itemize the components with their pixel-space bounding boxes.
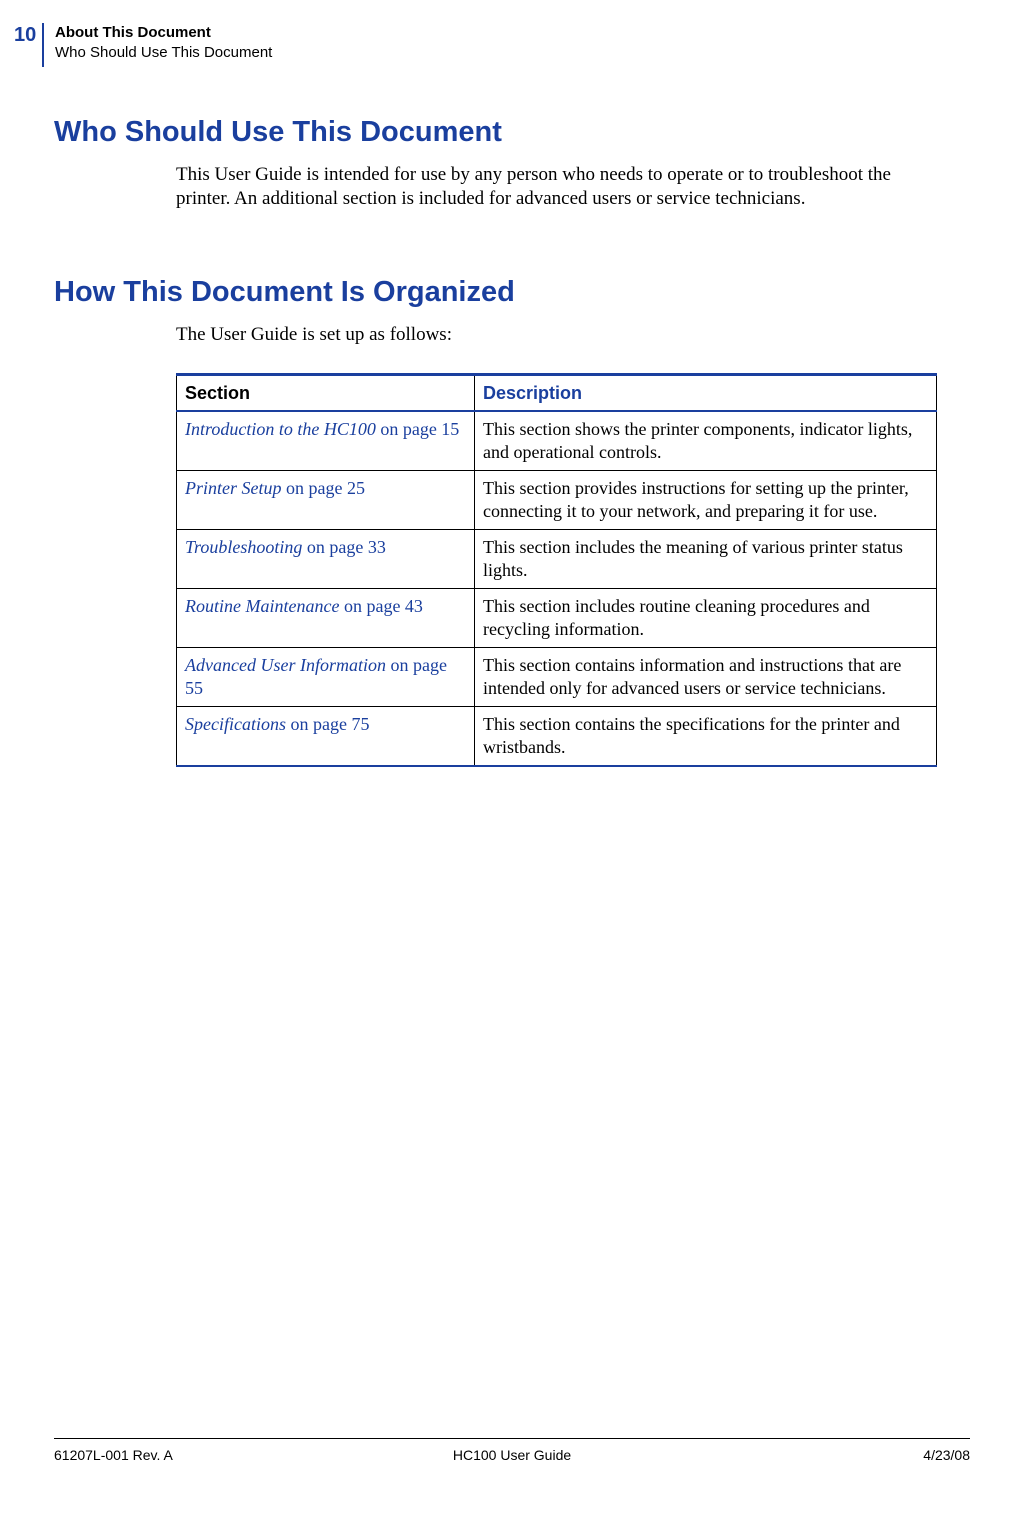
table-header-row: Section Description	[177, 374, 937, 411]
xref-link[interactable]: Advanced User Information on page 55	[185, 655, 447, 698]
page: 10 About This Document Who Should Use Th…	[0, 0, 1024, 1513]
xref-title: Introduction to the HC100	[185, 419, 376, 439]
table-row: Routine Maintenance on page 43 This sect…	[177, 589, 937, 648]
xref-link[interactable]: Printer Setup on page 25	[185, 478, 365, 498]
table-cell-description: This section provides instructions for s…	[475, 471, 937, 530]
xref-title: Printer Setup	[185, 478, 282, 498]
xref-page: on page 15	[376, 419, 459, 439]
footer-center: HC100 User Guide	[54, 1447, 970, 1463]
organization-table: Section Description Introduction to the …	[176, 373, 937, 768]
page-footer: 61207L-001 Rev. A HC100 User Guide 4/23/…	[54, 1438, 970, 1463]
xref-link[interactable]: Introduction to the HC100 on page 15	[185, 419, 459, 439]
table-header-description: Description	[475, 374, 937, 411]
table-cell-section: Troubleshooting on page 33	[177, 530, 475, 589]
running-header: 10 About This Document Who Should Use Th…	[0, 24, 1024, 78]
table-row: Troubleshooting on page 33 This section …	[177, 530, 937, 589]
xref-title: Specifications	[185, 714, 286, 734]
xref-link[interactable]: Routine Maintenance on page 43	[185, 596, 423, 616]
xref-page: on page 25	[282, 478, 365, 498]
xref-title: Routine Maintenance	[185, 596, 339, 616]
xref-link[interactable]: Specifications on page 75	[185, 714, 369, 734]
heading-who-should-use: Who Should Use This Document	[54, 116, 934, 149]
table-cell-description: This section shows the printer component…	[475, 411, 937, 471]
table-row: Introduction to the HC100 on page 15 Thi…	[177, 411, 937, 471]
table-cell-section: Introduction to the HC100 on page 15	[177, 411, 475, 471]
section-who-should-use: Who Should Use This Document This User G…	[54, 116, 934, 211]
xref-link[interactable]: Troubleshooting on page 33	[185, 537, 386, 557]
table-cell-section: Advanced User Information on page 55	[177, 648, 475, 707]
table-cell-section: Routine Maintenance on page 43	[177, 589, 475, 648]
xref-page: on page 75	[286, 714, 369, 734]
table-cell-description: This section includes routine cleaning p…	[475, 589, 937, 648]
page-number: 10	[14, 24, 36, 47]
xref-page: on page 43	[339, 596, 422, 616]
table-header-section: Section	[177, 374, 475, 411]
header-section-title: Who Should Use This Document	[55, 44, 272, 61]
table-row: Printer Setup on page 25 This section pr…	[177, 471, 937, 530]
xref-title: Troubleshooting	[185, 537, 302, 557]
table-cell-description: This section includes the meaning of var…	[475, 530, 937, 589]
xref-page: on page 33	[302, 537, 385, 557]
table-cell-section: Specifications on page 75	[177, 707, 475, 767]
table-cell-section: Printer Setup on page 25	[177, 471, 475, 530]
header-divider	[42, 23, 44, 67]
table-row: Advanced User Information on page 55 Thi…	[177, 648, 937, 707]
table-row: Specifications on page 75 This section c…	[177, 707, 937, 767]
paragraph-how-intro: The User Guide is set up as follows:	[176, 323, 936, 347]
xref-title: Advanced User Information	[185, 655, 386, 675]
header-chapter-title: About This Document	[55, 24, 211, 41]
section-how-organized: How This Document Is Organized The User …	[54, 276, 934, 767]
footer-left: 61207L-001 Rev. A	[54, 1447, 173, 1463]
heading-how-organized: How This Document Is Organized	[54, 276, 934, 309]
paragraph-who-should-use: This User Guide is intended for use by a…	[176, 163, 936, 211]
table-cell-description: This section contains information and in…	[475, 648, 937, 707]
table-cell-description: This section contains the specifications…	[475, 707, 937, 767]
footer-right: 4/23/08	[923, 1447, 970, 1463]
